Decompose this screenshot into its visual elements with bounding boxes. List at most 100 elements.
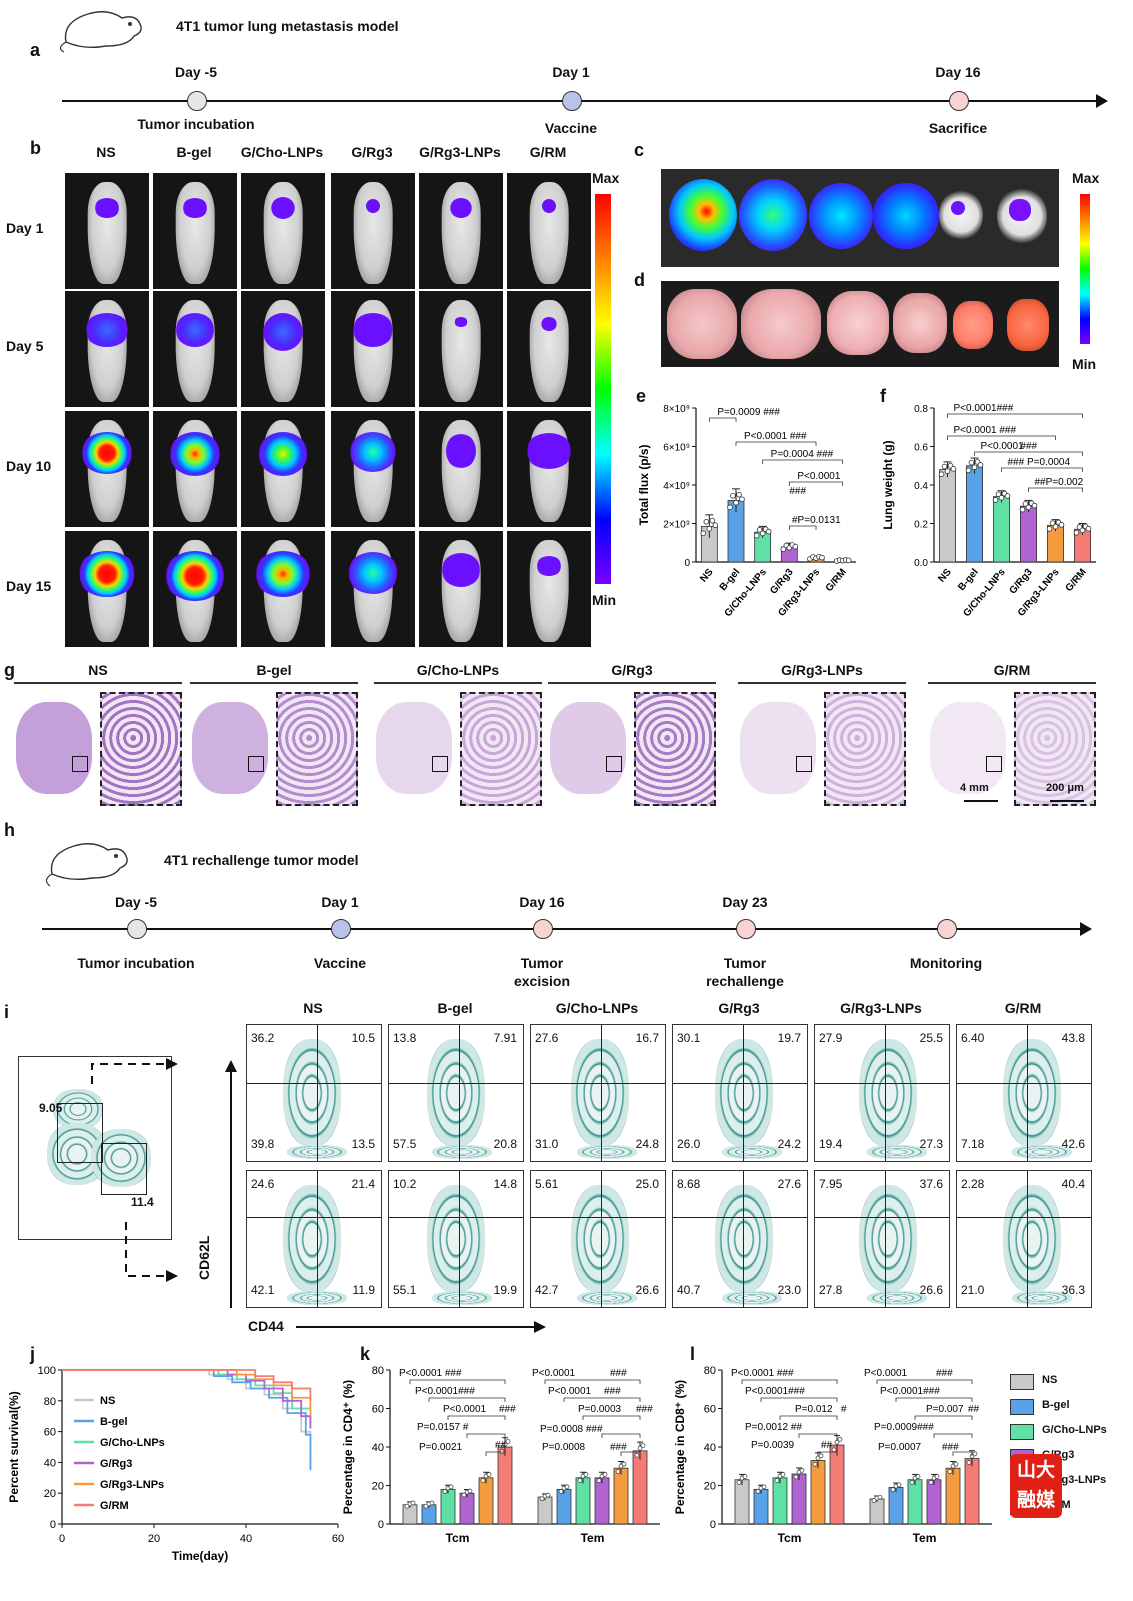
panel-h-label: h bbox=[4, 820, 15, 840]
bar bbox=[537, 1496, 553, 1525]
gate-vline bbox=[743, 1025, 744, 1161]
bar bbox=[632, 1450, 648, 1525]
data-point bbox=[818, 1453, 824, 1459]
mouse-biolum-image bbox=[240, 290, 326, 408]
bar bbox=[734, 1479, 750, 1525]
yaxis-label: CD62L bbox=[196, 1235, 212, 1280]
panel-b-group-header: G/Rg3 bbox=[351, 144, 393, 160]
panel-b-group-header: B-gel bbox=[176, 144, 212, 160]
y-axis-label: Lung weight (g) bbox=[881, 440, 895, 529]
mouse-biolum-image bbox=[418, 410, 504, 528]
data-point bbox=[947, 1469, 953, 1474]
bar bbox=[497, 1446, 513, 1525]
x-tick-label: Tcm bbox=[778, 1531, 802, 1545]
data-point bbox=[793, 1474, 799, 1480]
timeline-h-day: Day -5 bbox=[114, 894, 158, 910]
data-point bbox=[753, 532, 760, 539]
y-tick-label: 0 bbox=[378, 1519, 384, 1531]
legend-item: NS bbox=[1010, 1374, 1128, 1392]
panel-e-label: e bbox=[636, 386, 647, 406]
panel-i-group-header: G/Rg3-LNPs bbox=[840, 1000, 922, 1016]
sig-annotation: P=0.0007 bbox=[878, 1442, 922, 1453]
mouse-biolum-image bbox=[152, 290, 238, 408]
quadrant-ul-value: 2.28 bbox=[961, 1177, 985, 1191]
y-tick-label: 0.6 bbox=[914, 443, 928, 454]
timeline-h-day: Day 23 bbox=[722, 894, 768, 910]
data-point bbox=[1031, 502, 1038, 509]
sig-annotation: P<0.0001 bbox=[797, 471, 841, 482]
sig-annotation: P=0.0012 ## bbox=[745, 1422, 802, 1433]
bar bbox=[753, 1488, 769, 1525]
data-point bbox=[759, 530, 766, 537]
gating-plot: 9.05 11.4 bbox=[18, 1056, 172, 1240]
bar bbox=[907, 1479, 923, 1525]
y-tick-label: 80 bbox=[44, 1396, 56, 1408]
sig-annotation: P<0.0001 ### bbox=[954, 425, 1017, 436]
sig-annotation: ## bbox=[495, 1440, 507, 1451]
timeline-h-dot bbox=[331, 919, 351, 939]
y-tick-label: 8×10⁹ bbox=[663, 404, 690, 415]
x-tick-label: NS bbox=[936, 567, 954, 585]
sig-annotation: ### P=0.0004 bbox=[1008, 457, 1071, 468]
scale-bar-200um bbox=[1050, 800, 1084, 802]
quadrant-ur-value: 37.6 bbox=[919, 1177, 943, 1191]
quadrant-ul-value: 13.8 bbox=[393, 1031, 417, 1045]
y-tick-label: 20 bbox=[372, 1481, 384, 1493]
mouse-biolum-image bbox=[330, 410, 416, 528]
sig-bracket bbox=[428, 1397, 506, 1402]
sig-bracket bbox=[485, 1451, 506, 1456]
sig-annotation: P<0.0001 ### bbox=[399, 1368, 462, 1379]
panel-i-label: i bbox=[4, 1002, 10, 1022]
scale-b-colorbar bbox=[595, 194, 611, 584]
bar bbox=[964, 1458, 980, 1525]
gate-hline bbox=[957, 1083, 1091, 1084]
flow-cytometry-plot: 6.40 43.8 7.18 42.6 bbox=[956, 1024, 1092, 1162]
y-tick-label: 40 bbox=[44, 1457, 56, 1469]
mouse-biolum-image bbox=[240, 410, 326, 528]
data-point bbox=[845, 557, 852, 564]
sig-annotation: P<0.0001### bbox=[415, 1386, 475, 1397]
panel-g-underline bbox=[928, 682, 1096, 684]
sig-bracket bbox=[1028, 487, 1083, 492]
sig-annotation: #P=0.0131 bbox=[792, 515, 841, 526]
quadrant-lr-value: 26.6 bbox=[635, 1283, 659, 1297]
watermark-text: 山大融媒 bbox=[1016, 1460, 1055, 1511]
mouse-biolum-image bbox=[64, 290, 150, 408]
sig-annotation: P=0.0008 ### bbox=[540, 1424, 603, 1435]
gate-hline bbox=[815, 1083, 949, 1084]
timeline-h-desc: Monitoring bbox=[909, 955, 983, 971]
sig-annotation: P=0.0008 bbox=[542, 1442, 586, 1453]
sig-annotation: ### bbox=[789, 486, 806, 497]
flow-cytometry-plot: 27.9 25.5 19.4 27.3 bbox=[814, 1024, 950, 1162]
data-point bbox=[1052, 523, 1059, 530]
sig-bracket bbox=[563, 1397, 641, 1402]
legend-label: NS bbox=[100, 1395, 115, 1407]
quadrant-ul-value: 10.2 bbox=[393, 1177, 417, 1191]
flow-cytometry-plot: 8.68 27.6 40.7 23.0 bbox=[672, 1170, 808, 1308]
bar bbox=[966, 465, 984, 563]
data-point bbox=[944, 468, 951, 474]
gating-arrows bbox=[91, 1058, 178, 1282]
panel-b-group-header: G/RM bbox=[529, 144, 567, 160]
flow-cytometry-plot: 27.6 16.7 31.0 24.8 bbox=[530, 1024, 666, 1162]
y-tick-label: 60 bbox=[372, 1404, 384, 1416]
panel-g-group-header: G/RM bbox=[993, 662, 1031, 678]
quadrant-ur-value: 14.8 bbox=[493, 1177, 517, 1191]
data-point bbox=[799, 1467, 805, 1473]
sig-annotation: ### bbox=[942, 1442, 959, 1453]
timeline-h-day: Day 16 bbox=[519, 894, 565, 910]
data-point bbox=[995, 491, 1002, 498]
panel-g-underline bbox=[548, 682, 716, 684]
x-tick-label: 0 bbox=[59, 1533, 65, 1545]
panel-g-group-header: B-gel bbox=[256, 662, 292, 678]
quadrant-lr-value: 27.3 bbox=[919, 1137, 943, 1151]
sig-bracket bbox=[779, 1415, 838, 1420]
quadrant-ll-value: 31.0 bbox=[535, 1137, 559, 1151]
y-tick-label: 2×10⁹ bbox=[663, 520, 690, 531]
data-point bbox=[774, 1478, 780, 1483]
sig-bracket bbox=[544, 1379, 641, 1384]
he-zoom-image bbox=[276, 692, 358, 806]
gate-hline bbox=[389, 1217, 523, 1218]
timeline-h-dot bbox=[937, 919, 957, 939]
